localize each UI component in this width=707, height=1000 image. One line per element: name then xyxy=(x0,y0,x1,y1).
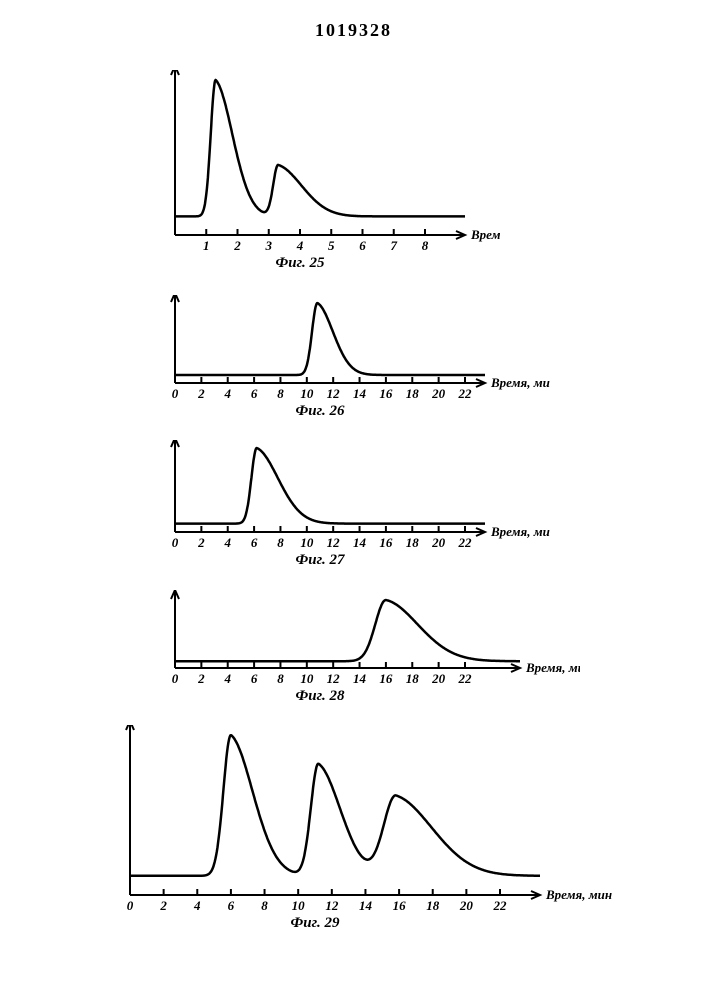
chart-fig28: 0 2 4 6 8 10 12 14 16 18 20 22 Время, мин Фиг. 28 xyxy=(0,590,707,700)
x-tick-label: 22 xyxy=(458,671,473,686)
chart-svg: 0 2 4 6 8 10 12 14 16 18 20 22 Время, мин Фиг. 26 xyxy=(0,295,550,415)
chromatogram-curve xyxy=(175,80,465,216)
x-tick-label: 8 xyxy=(277,671,284,686)
figure-caption: Фиг. 28 xyxy=(296,688,345,700)
x-tick-label: 16 xyxy=(379,386,393,401)
x-tick-label: 22 xyxy=(458,535,473,550)
x-tick-label: 10 xyxy=(300,671,314,686)
x-tick-label: 12 xyxy=(327,671,341,686)
x-tick-label: 22 xyxy=(493,898,508,913)
y-axis xyxy=(171,590,179,668)
x-tick-label: 2 xyxy=(159,898,167,913)
x-tick-label: 5 xyxy=(328,238,335,253)
figure-caption: Фиг. 26 xyxy=(296,403,345,415)
x-tick-label: 22 xyxy=(458,386,473,401)
x-tick-label: 2 xyxy=(197,671,205,686)
figure-caption: Фиг. 25 xyxy=(276,255,325,270)
x-tick-label: 6 xyxy=(359,238,366,253)
chart-fig25: 1 2 3 4 5 6 7 8 Время, мин Фиг. 25 xyxy=(0,70,707,270)
x-tick-label: 0 xyxy=(172,386,179,401)
x-tick-label: 0 xyxy=(172,671,179,686)
chart-svg: 0 2 4 6 8 10 12 14 16 18 20 22 Время, мин Фиг. 28 xyxy=(0,590,580,700)
chromatogram-curve xyxy=(175,303,485,375)
chart-fig26: 0 2 4 6 8 10 12 14 16 18 20 22 Время, мин Фиг. 26 xyxy=(0,295,707,415)
x-tick-label: 8 xyxy=(277,535,284,550)
figure-caption: Фиг. 29 xyxy=(291,915,340,931)
chromatogram-curve xyxy=(130,735,540,876)
x-tick-label: 12 xyxy=(325,898,339,913)
chromatogram-curve xyxy=(175,448,485,524)
x-tick-label: 18 xyxy=(406,671,420,686)
x-tick-label: 18 xyxy=(426,898,440,913)
chart-fig29: 0 2 4 6 8 10 12 14 16 18 20 22 Время, мин Фиг. 29 xyxy=(0,725,707,935)
x-tick-label: 2 xyxy=(233,238,241,253)
y-axis xyxy=(171,70,179,235)
x-tick-label: 14 xyxy=(359,898,373,913)
x-tick-label: 10 xyxy=(300,535,314,550)
x-axis-label: Время, мин xyxy=(470,227,500,242)
x-tick-label: 4 xyxy=(193,898,201,913)
x-tick-label: 20 xyxy=(431,386,446,401)
x-tick-label: 6 xyxy=(251,671,258,686)
x-tick-label: 16 xyxy=(393,898,407,913)
x-tick-label: 20 xyxy=(459,898,474,913)
x-tick-label: 8 xyxy=(261,898,268,913)
y-axis xyxy=(171,440,179,532)
x-tick-label: 12 xyxy=(327,535,341,550)
x-tick-label: 2 xyxy=(197,535,205,550)
chart-svg: 1 2 3 4 5 6 7 8 Время, мин Фиг. 25 xyxy=(0,70,500,270)
x-tick-label: 6 xyxy=(228,898,235,913)
x-tick-label: 0 xyxy=(172,535,179,550)
x-axis-label: Время, мин xyxy=(490,524,550,539)
x-tick-label: 3 xyxy=(265,238,273,253)
chart-svg: 0 2 4 6 8 10 12 14 16 18 20 22 Время, мин Фиг. 27 xyxy=(0,440,550,565)
x-tick-label: 12 xyxy=(327,386,341,401)
x-tick-label: 14 xyxy=(353,386,367,401)
x-tick-label: 1 xyxy=(203,238,210,253)
x-tick-label: 6 xyxy=(251,535,258,550)
x-tick-label: 0 xyxy=(127,898,134,913)
chart-fig27: 0 2 4 6 8 10 12 14 16 18 20 22 Время, мин Фиг. 27 xyxy=(0,440,707,565)
x-tick-label: 7 xyxy=(391,238,398,253)
x-tick-label: 14 xyxy=(353,535,367,550)
x-tick-label: 4 xyxy=(223,535,231,550)
x-tick-label: 8 xyxy=(277,386,284,401)
x-axis-label: Время, мин xyxy=(490,375,550,390)
x-tick-label: 16 xyxy=(379,671,393,686)
x-tick-label: 6 xyxy=(251,386,258,401)
x-tick-label: 18 xyxy=(406,386,420,401)
x-tick-label: 4 xyxy=(223,671,231,686)
chromatogram-curve xyxy=(175,600,520,661)
x-tick-label: 4 xyxy=(296,238,304,253)
x-tick-label: 2 xyxy=(197,386,205,401)
x-tick-label: 20 xyxy=(431,535,446,550)
x-tick-label: 18 xyxy=(406,535,420,550)
chart-svg: 0 2 4 6 8 10 12 14 16 18 20 22 Время, мин Фиг. 29 xyxy=(0,725,620,935)
y-axis xyxy=(126,725,134,895)
page-number: 1019328 xyxy=(0,20,707,41)
x-tick-label: 14 xyxy=(353,671,367,686)
x-tick-label: 4 xyxy=(223,386,231,401)
y-axis xyxy=(171,295,179,383)
x-tick-label: 16 xyxy=(379,535,393,550)
x-axis-label: Время, мин xyxy=(545,887,612,902)
figure-caption: Фиг. 27 xyxy=(296,552,345,565)
x-tick-label: 20 xyxy=(431,671,446,686)
x-tick-label: 10 xyxy=(292,898,306,913)
x-tick-label: 8 xyxy=(422,238,429,253)
x-tick-label: 10 xyxy=(300,386,314,401)
x-axis-label: Время, мин xyxy=(525,660,580,675)
